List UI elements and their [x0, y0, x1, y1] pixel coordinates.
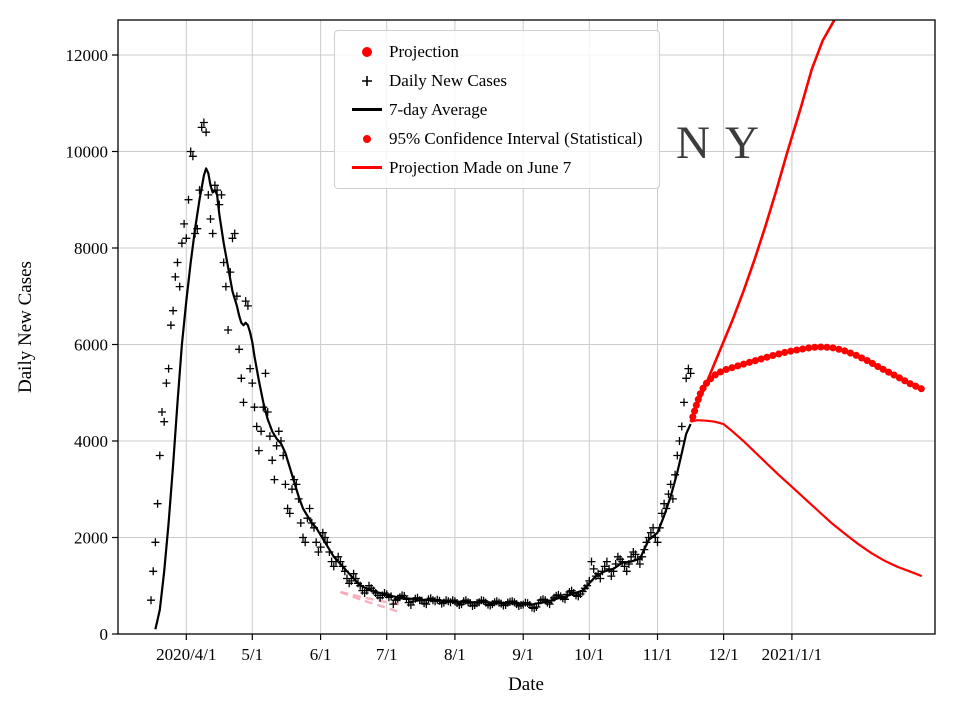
seven-day-average-line [154, 167, 692, 630]
june7-projection-line [340, 590, 403, 606]
x-tick-label: 5/1 [241, 645, 263, 664]
ci-upper-line [689, 20, 836, 423]
y-tick-label: 0 [100, 625, 109, 644]
watermark-letter-n: N [676, 117, 725, 169]
x-tick-label: 8/1 [444, 645, 466, 664]
legend-label: Projection [389, 42, 459, 61]
x-tick-label: 9/1 [512, 645, 534, 664]
y-tick-label: 8000 [74, 239, 108, 258]
legend-label: 7-day Average [389, 100, 488, 119]
plot-frame [117, 19, 936, 635]
y-tick-label: 10000 [66, 143, 109, 162]
x-axis-label: Date [508, 674, 544, 695]
y-tick-label: 4000 [74, 432, 108, 451]
june7-projection-line [339, 590, 403, 614]
watermark: NY [676, 116, 774, 170]
x-tick-label: 2020/4/1 [156, 645, 216, 664]
red-line-marker-icon [345, 166, 389, 169]
legend-label: 95% Confidence Interval (Statistical) [389, 129, 643, 148]
y-tick-label: 12000 [66, 46, 109, 65]
red-dot-marker-icon [345, 46, 389, 57]
y-tick-label: 6000 [74, 336, 108, 355]
y-axis-label: Daily New Cases [15, 261, 36, 393]
legend-label: Daily New Cases [389, 71, 508, 90]
legend-item-projection: Projection [345, 41, 643, 62]
plot-area [147, 20, 926, 630]
legend-item-confidence-interval: 95% Confidence Interval (Statistical) [345, 128, 643, 149]
legend-item-daily-new-cases: Daily New Cases [345, 70, 643, 91]
x-tick-label: 12/1 [708, 645, 738, 664]
projection-line [689, 343, 926, 421]
legend-item-7day-average: 7-day Average [345, 99, 643, 120]
ci-lower-line [690, 419, 923, 578]
legend-label: Projection Made on June 7 [389, 158, 572, 177]
red-dot-marker-icon [345, 134, 389, 143]
daily-new-cases-markers [147, 118, 695, 613]
x-tick-label: 10/1 [574, 645, 604, 664]
watermark-letter-y: Y [724, 117, 774, 169]
x-tick-label: 7/1 [376, 645, 398, 664]
axis-ticks: 0 2000 4000 6000 8000 10000 12000 2020/4/1 5/1 6/… [66, 46, 823, 664]
black-line-marker-icon [345, 108, 389, 111]
legend-item-june7-projection: Projection Made on June 7 [345, 157, 643, 178]
legend: Projection Daily New Cases 7-day Average… [334, 30, 660, 189]
x-tick-label: 11/1 [643, 645, 673, 664]
y-tick-label: 2000 [74, 529, 108, 548]
plus-marker-icon [345, 73, 389, 89]
x-tick-label: 6/1 [310, 645, 332, 664]
x-tick-label: 2021/1/1 [762, 645, 822, 664]
